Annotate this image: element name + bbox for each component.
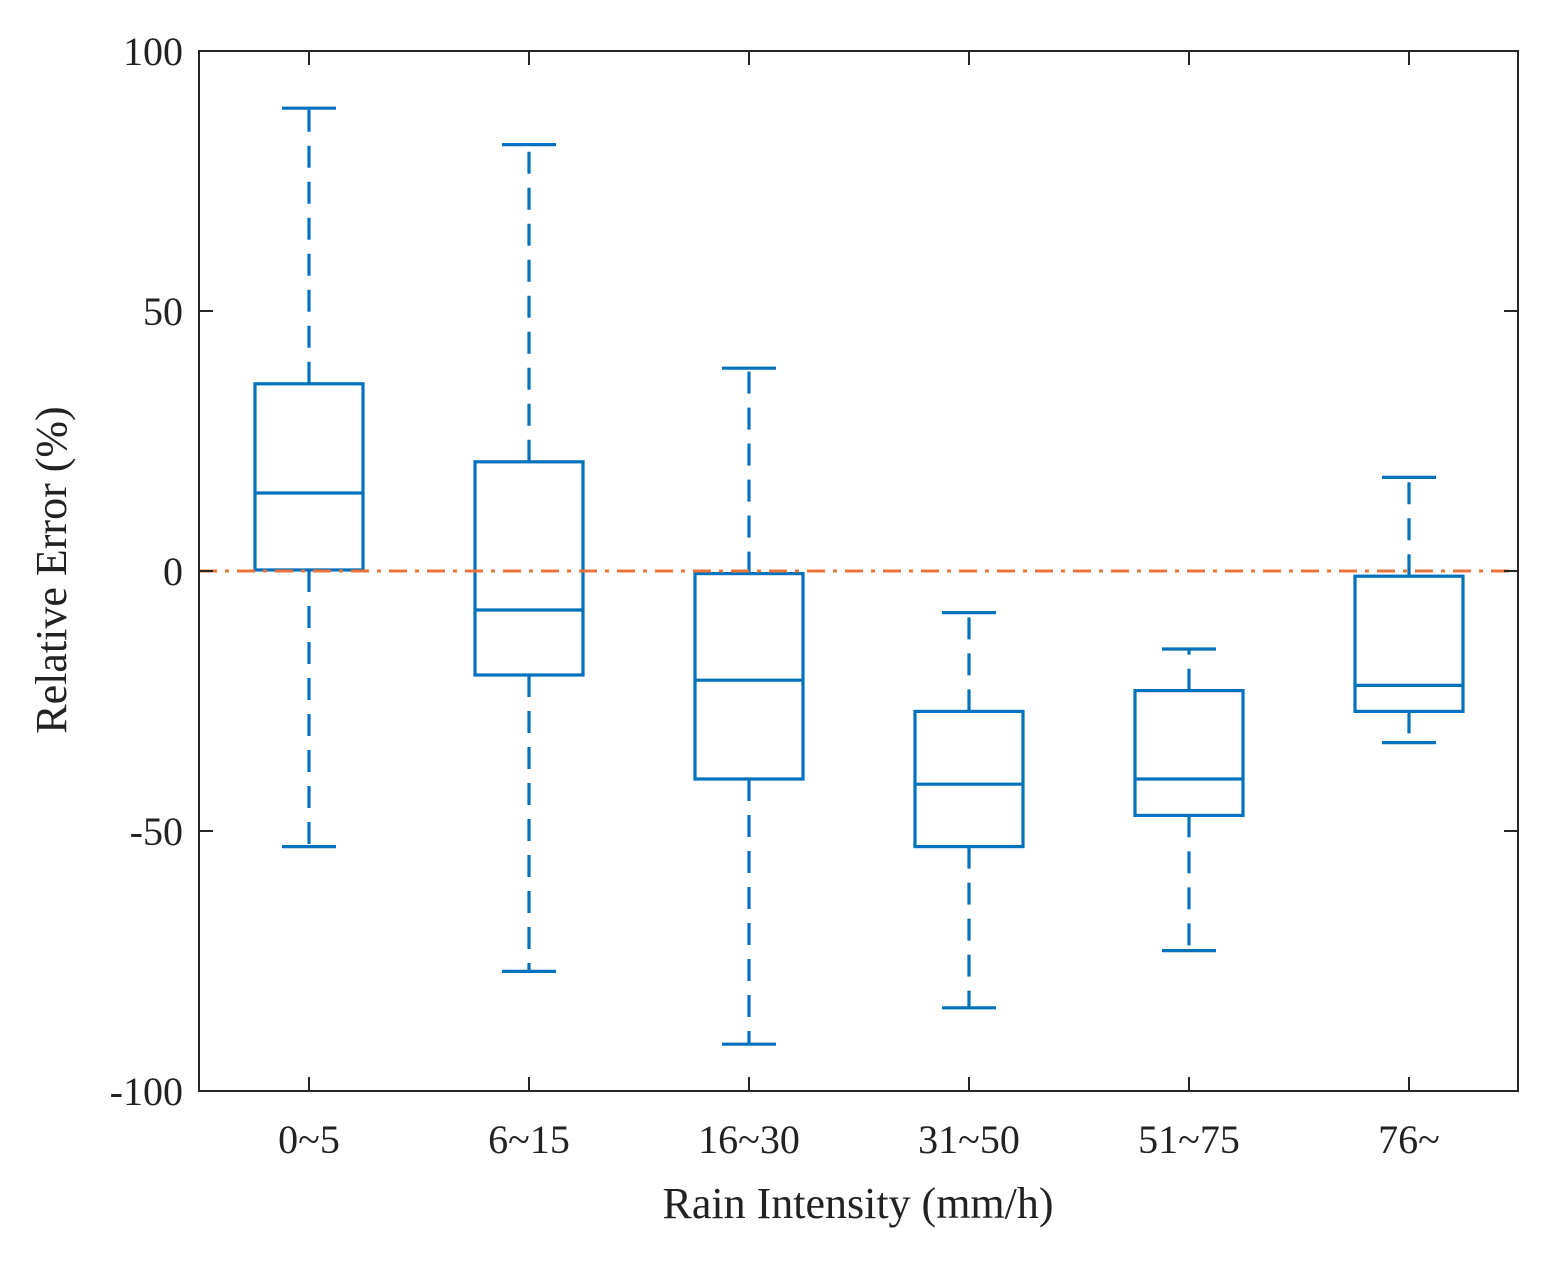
x-tick-label: 6~15 (488, 1117, 570, 1162)
y-tick-label: -50 (130, 809, 183, 854)
x-axis-label: Rain Intensity (mm/h) (662, 1179, 1053, 1228)
box-category-1 (253, 382, 365, 572)
x-tick-label: 16~30 (698, 1117, 800, 1162)
y-tick-label: 100 (123, 29, 183, 74)
x-tick-label: 51~75 (1138, 1117, 1240, 1162)
x-tick-label: 76~ (1378, 1117, 1440, 1162)
y-tick-label: -100 (110, 1069, 183, 1114)
y-tick-label: 0 (163, 549, 183, 594)
box-category-3 (693, 571, 805, 781)
box-category-6 (1353, 574, 1465, 714)
axes: -100 -50 0 50 100 0~5 6~15 16~30 31~50 51~75 76~ (110, 29, 1519, 1162)
box-category-2 (473, 460, 585, 677)
plot-marks (199, 106, 1518, 1046)
x-tick-label: 31~50 (918, 1117, 1020, 1162)
box-category-4 (913, 709, 1025, 849)
x-tick-label: 0~5 (278, 1117, 340, 1162)
y-axis-label: Relative Error (%) (27, 406, 76, 733)
box-category-5 (1133, 688, 1245, 817)
y-tick-label: 50 (143, 289, 183, 334)
